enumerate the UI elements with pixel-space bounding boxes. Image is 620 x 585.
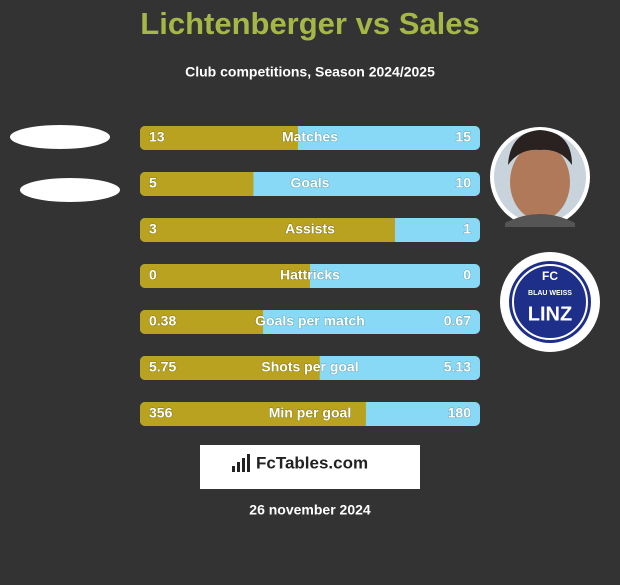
right-value: 180	[448, 405, 472, 421]
left-value: 5	[149, 175, 157, 191]
stat-label: Goals	[291, 175, 330, 191]
bar-left-join	[313, 356, 320, 380]
left-value: 0.38	[149, 313, 176, 329]
bar-left	[140, 356, 320, 380]
brand: FcTables.com	[256, 453, 368, 472]
right-value: 5.13	[444, 359, 471, 375]
logo-text: FC	[542, 269, 558, 283]
stat-label: Shots per goal	[261, 359, 358, 375]
bar-left-join	[304, 264, 310, 288]
right-value: 0.67	[444, 313, 471, 329]
bar-left	[140, 264, 310, 288]
bar-left	[140, 172, 254, 196]
bar-left	[140, 218, 395, 242]
bar-left-join	[291, 126, 298, 150]
bar-left-join	[257, 310, 264, 334]
bar-left-join	[247, 172, 254, 196]
bar-left	[140, 402, 366, 426]
player-photo	[490, 127, 590, 227]
right-value: 0	[463, 267, 471, 283]
left-value: 13	[149, 129, 165, 145]
right-value: 15	[455, 129, 471, 145]
brand-box	[200, 445, 420, 489]
title: Lichtenberger vs Sales	[140, 6, 479, 41]
left-value: 356	[149, 405, 173, 421]
logo-text: BLAU WEISS	[528, 290, 572, 297]
logo-text: LINZ	[528, 303, 572, 325]
date: 26 november 2024	[249, 502, 371, 518]
bar-left-join	[389, 218, 395, 242]
stat-label: Matches	[282, 129, 338, 145]
stat-label: Assists	[285, 221, 335, 237]
stat-label: Goals per match	[255, 313, 365, 329]
right-value: 1	[463, 221, 471, 237]
right-value: 10	[455, 175, 471, 191]
bar-left	[140, 126, 298, 150]
club-logo: FC BLAU WEISS LINZ	[500, 252, 600, 352]
stat-label: Min per goal	[269, 405, 351, 421]
left-value: 0	[149, 267, 157, 283]
subtitle: Club competitions, Season 2024/2025	[185, 64, 435, 80]
placeholder-oval	[20, 178, 120, 202]
placeholder-oval	[10, 125, 110, 149]
left-value: 3	[149, 221, 157, 237]
left-value: 5.75	[149, 359, 176, 375]
bar-left-join	[359, 402, 366, 426]
brand-icon	[232, 454, 250, 472]
stat-label: Hattricks	[280, 267, 340, 283]
bar-left	[140, 310, 264, 334]
